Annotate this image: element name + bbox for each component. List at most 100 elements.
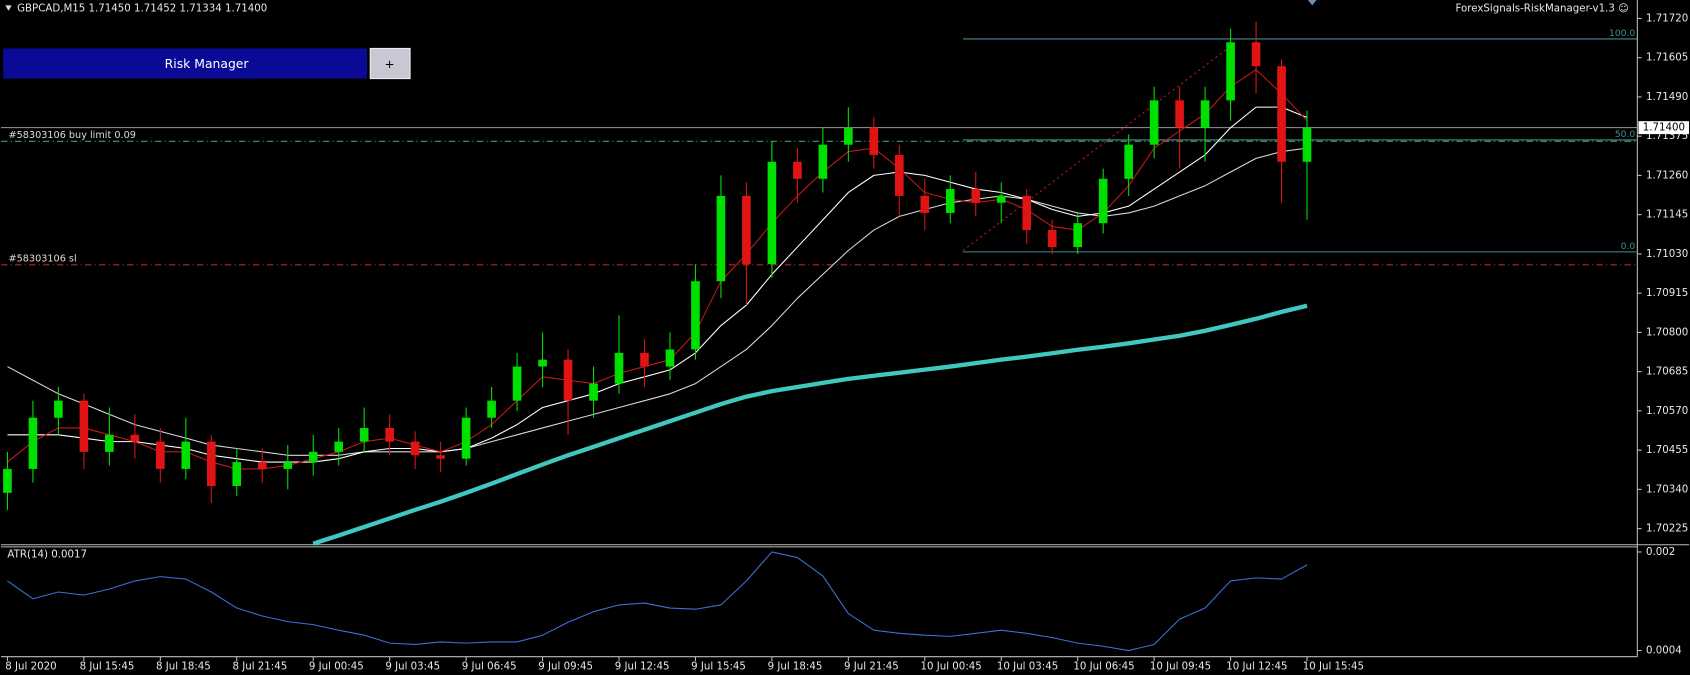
indicator-title: ATR(14) 0.0017 [7, 549, 87, 560]
candle-body [818, 144, 828, 179]
candle-body [1098, 178, 1108, 224]
last-price-label: 1.71400 [1643, 123, 1685, 134]
x-tick-label: 8 Jul 2020 [5, 661, 56, 672]
y-tick-label: 1.70685 [1646, 367, 1688, 378]
candle-body [844, 127, 853, 145]
y-tick-label: 1.70225 [1646, 524, 1688, 535]
menu-arrow[interactable] [5, 5, 12, 11]
last-price-box [1638, 121, 1690, 135]
atr-line [7, 551, 1308, 652]
fib-level-label: 50.0 [1615, 130, 1636, 140]
risk-manager-title[interactable]: Risk Manager [165, 57, 250, 71]
candle-body [869, 127, 879, 155]
candle-body [512, 366, 522, 401]
x-tick-label: 9 Jul 03:45 [385, 661, 440, 672]
moving-average [312, 303, 1308, 546]
candle-body [1124, 144, 1133, 179]
candle-body [563, 359, 573, 401]
candle-body [589, 383, 598, 401]
candle-body [334, 441, 344, 452]
candle-body [308, 451, 318, 463]
candle-body [1047, 230, 1057, 248]
candle-body [1022, 195, 1032, 231]
candle-body [793, 161, 802, 179]
fib-level-label: 0.0 [1621, 242, 1636, 252]
moving-average [7, 106, 1308, 463]
fib-trendline [962, 41, 1237, 251]
expand-button[interactable] [369, 47, 411, 80]
order-level-label: #58303106 sl [9, 253, 77, 264]
x-tick-label: 10 Jul 12:45 [1226, 661, 1287, 672]
y-tick-label: 1.70340 [1646, 484, 1688, 495]
candle-body [1251, 42, 1261, 67]
candle-body [156, 441, 165, 469]
y-tick-label: 1.71145 [1646, 210, 1688, 221]
fib-level-label: 100.0 [1609, 29, 1635, 39]
candle-body [920, 195, 930, 213]
candle-body [54, 400, 63, 418]
y-tick-label: 1.70800 [1646, 327, 1688, 338]
candle-body [665, 349, 675, 367]
x-tick-label: 10 Jul 15:45 [1303, 661, 1364, 672]
expand-button-label[interactable]: + [385, 57, 395, 71]
candle-body [461, 417, 471, 459]
candle-body [538, 359, 547, 367]
candle-body [257, 462, 267, 469]
x-tick-label: 9 Jul 18:45 [768, 661, 823, 672]
x-tick-label: 9 Jul 06:45 [462, 661, 517, 672]
candle-body [410, 441, 420, 456]
candle-body [996, 195, 1006, 203]
candle-body [767, 161, 777, 265]
y-tick-label: 1.70455 [1646, 445, 1688, 456]
y-tick-label: 0.002 [1646, 547, 1675, 558]
candle-body [283, 462, 293, 469]
candle-body [206, 441, 216, 486]
candle-body [232, 462, 242, 486]
candle-body [130, 434, 140, 442]
y-tick-label: 1.70570 [1646, 406, 1688, 417]
candle-body [640, 352, 649, 367]
y-tick-label: 0.0004 [1646, 646, 1682, 657]
indicator-name: ForexSignals-RiskManager-v1.3 ☺ [1455, 4, 1628, 15]
candle-body [945, 189, 955, 213]
candle-body [691, 281, 700, 350]
y-tick-label: 1.70915 [1646, 288, 1688, 299]
candle-body [105, 434, 114, 452]
x-tick-label: 10 Jul 06:45 [1073, 661, 1134, 672]
x-tick-label: 8 Jul 18:45 [156, 661, 211, 672]
y-tick-label: 1.71260 [1646, 170, 1688, 181]
candle-body [971, 189, 981, 203]
candle-body [1175, 100, 1184, 128]
x-tick-label: 9 Jul 00:45 [309, 661, 364, 672]
candle-body [742, 195, 751, 265]
y-tick-label: 1.71605 [1646, 53, 1688, 64]
candle-body [1302, 127, 1312, 162]
candle-body [1226, 42, 1235, 101]
candle-body [487, 400, 496, 418]
y-tick-label: 1.71490 [1646, 92, 1688, 103]
order-level-label: #58303106 buy limit 0.09 [9, 130, 136, 141]
candle-body [614, 352, 624, 384]
symbol-header: GBPCAD,M15 1.71450 1.71452 1.71334 1.714… [17, 4, 267, 15]
candle-body [716, 195, 726, 282]
x-tick-label: 8 Jul 21:45 [232, 661, 287, 672]
risk-manager-bar[interactable] [3, 48, 368, 79]
x-tick-label: 9 Jul 09:45 [538, 661, 593, 672]
candle-body [436, 455, 445, 459]
candle-body [28, 417, 38, 469]
x-tick-label: 10 Jul 03:45 [997, 661, 1058, 672]
candle-body [79, 400, 89, 452]
y-tick-label: 1.71720 [1646, 13, 1688, 24]
x-tick-label: 9 Jul 21:45 [844, 661, 899, 672]
candle-body [1149, 100, 1159, 145]
candle-body [895, 154, 904, 196]
candle-body [1277, 66, 1286, 162]
x-tick-label: 8 Jul 15:45 [80, 661, 135, 672]
moving-average [7, 69, 1308, 470]
x-tick-label: 10 Jul 09:45 [1150, 661, 1211, 672]
candle-body [1200, 100, 1210, 128]
shift-marker [1307, 0, 1317, 6]
